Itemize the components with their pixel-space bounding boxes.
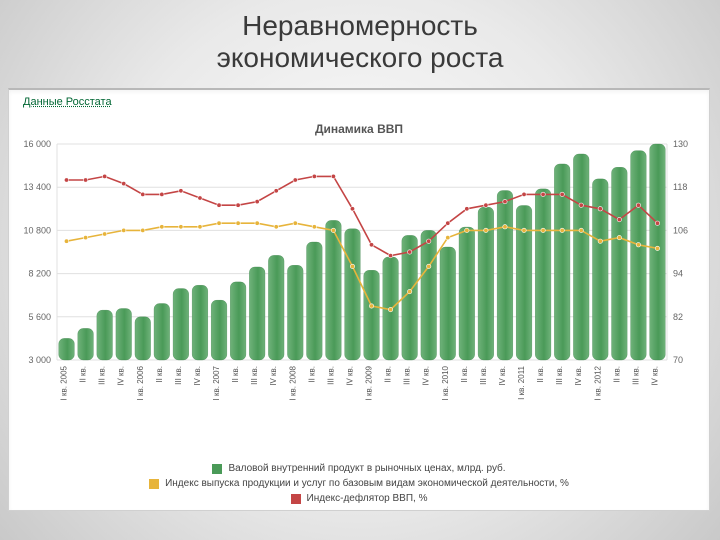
svg-text:III кв.: III кв. [174,366,183,385]
svg-text:IV кв.: IV кв. [422,366,431,386]
svg-text:III кв.: III кв. [631,366,640,385]
source-link[interactable]: Данные Росстата [23,96,112,108]
legend-label-bar: Валовой внутренний продукт в рыночных це… [228,461,505,476]
legend-swatch-bar [212,464,222,474]
svg-text:5 600: 5 600 [28,312,51,322]
svg-text:III кв.: III кв. [555,366,564,385]
svg-text:IV кв.: IV кв. [193,366,202,386]
legend-label-yellow: Индекс выпуска продукции и услуг по базо… [165,476,569,491]
chart-title: Динамика ВВП [9,122,709,136]
svg-text:II кв.: II кв. [384,366,393,383]
title-line1: Неравномерность [242,10,478,41]
legend-swatch-yellow [149,479,159,489]
svg-text:106: 106 [673,225,688,235]
svg-text:II кв.: II кв. [155,366,164,383]
svg-text:I кв. 2010: I кв. 2010 [441,365,450,400]
svg-text:III кв.: III кв. [98,366,107,385]
svg-text:II кв.: II кв. [307,366,316,383]
svg-text:I кв. 2006: I кв. 2006 [136,365,145,400]
svg-text:16 000: 16 000 [23,139,51,149]
svg-text:3 000: 3 000 [28,355,51,365]
svg-text:10 800: 10 800 [23,225,51,235]
svg-text:IV кв.: IV кв. [117,366,126,386]
legend-row-red: Индекс-дефлятор ВВП, % [9,491,709,506]
svg-text:8 200: 8 200 [28,269,51,279]
svg-text:II кв.: II кв. [79,366,88,383]
chart-panel: Данные Росстата Динамика ВВП 3 000 5 600 8… [8,88,710,511]
svg-text:I кв. 2007: I кв. 2007 [212,365,221,400]
svg-text:82: 82 [673,312,683,322]
svg-text:IV кв.: IV кв. [650,366,659,386]
svg-text:II кв.: II кв. [536,366,545,383]
svg-text:130: 130 [673,139,688,149]
svg-text:III кв.: III кв. [250,366,259,385]
slide-title: Неравномерность экономического роста [0,10,720,74]
legend-label-red: Индекс-дефлятор ВВП, % [307,491,428,506]
svg-text:II кв.: II кв. [460,366,469,383]
svg-text:II кв.: II кв. [612,366,621,383]
legend-swatch-red [291,494,301,504]
svg-text:III кв.: III кв. [326,366,335,385]
svg-text:IV кв.: IV кв. [345,366,354,386]
slide: Неравномерность экономического роста Дан… [0,0,720,540]
svg-text:IV кв.: IV кв. [574,366,583,386]
svg-text:II кв.: II кв. [231,366,240,383]
svg-text:IV кв.: IV кв. [498,366,507,386]
svg-text:13 400: 13 400 [23,182,51,192]
svg-text:III кв.: III кв. [403,366,412,385]
svg-text:118: 118 [673,182,687,192]
svg-text:70: 70 [673,355,683,365]
legend-row-bar: Валовой внутренний продукт в рыночных це… [9,461,709,476]
svg-text:94: 94 [673,269,683,279]
legend-row-yellow: Индекс выпуска продукции и услуг по базо… [9,476,709,491]
title-line2: экономического роста [217,42,504,73]
svg-text:IV кв.: IV кв. [269,366,278,386]
svg-text:I кв. 2012: I кв. 2012 [593,365,602,400]
svg-text:I кв. 2005: I кв. 2005 [60,365,69,400]
svg-text:I кв. 2009: I кв. 2009 [365,365,374,400]
gdp-chart: 3 000 5 600 8 200 10 800 13 400 16 000 70 82 94 1… [9,138,709,448]
svg-text:I кв. 2008: I кв. 2008 [288,365,297,400]
svg-text:I кв. 2011: I кв. 2011 [517,365,526,399]
legend: Валовой внутренний продукт в рыночных це… [9,461,709,506]
svg-text:III кв.: III кв. [479,366,488,385]
